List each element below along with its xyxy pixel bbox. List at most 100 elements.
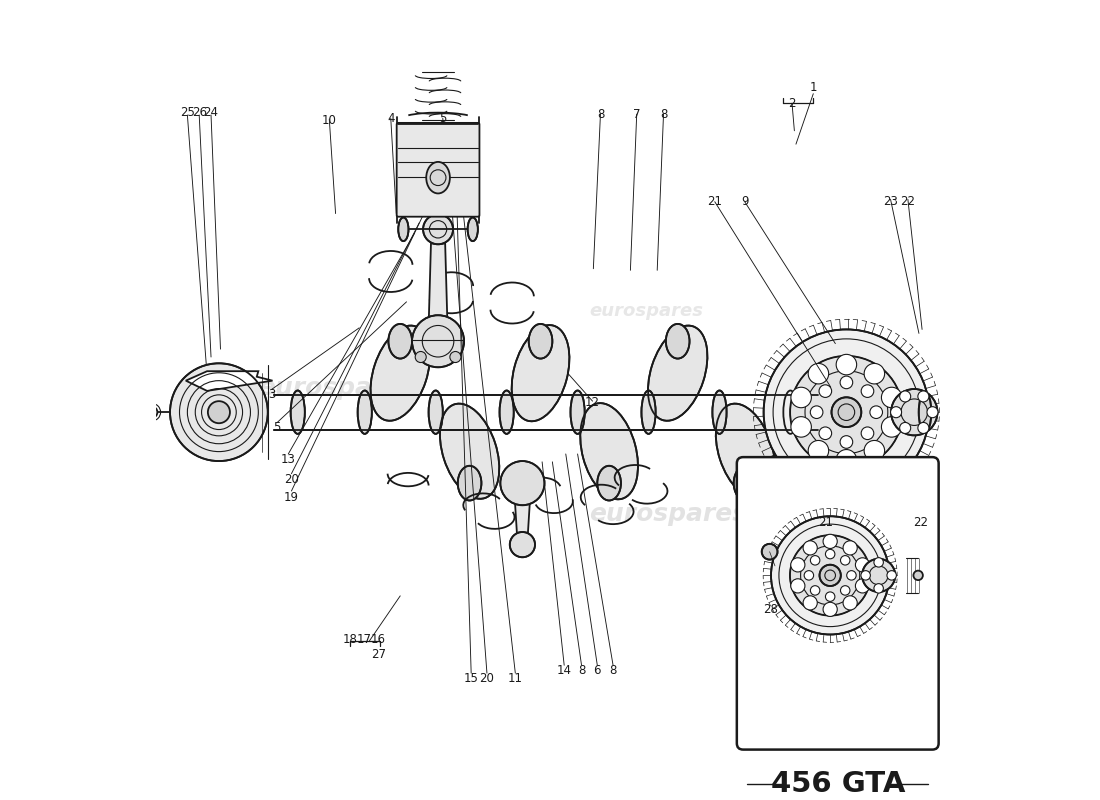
Text: 21: 21: [707, 195, 723, 208]
Ellipse shape: [597, 466, 620, 501]
Text: 22: 22: [913, 516, 928, 529]
Circle shape: [861, 427, 873, 439]
Circle shape: [873, 584, 883, 593]
Circle shape: [832, 398, 861, 427]
Text: 21: 21: [818, 516, 834, 529]
Ellipse shape: [713, 390, 727, 434]
Circle shape: [415, 351, 426, 362]
Text: 8: 8: [578, 664, 585, 678]
Ellipse shape: [529, 324, 552, 358]
Circle shape: [836, 354, 857, 375]
Circle shape: [803, 541, 817, 555]
Text: 15: 15: [464, 672, 478, 685]
Circle shape: [861, 570, 870, 580]
Circle shape: [840, 376, 852, 389]
Circle shape: [840, 586, 850, 595]
Ellipse shape: [458, 466, 482, 501]
Circle shape: [790, 356, 903, 469]
Text: eurospares: eurospares: [590, 502, 748, 526]
Ellipse shape: [398, 218, 408, 241]
Text: 22: 22: [901, 195, 915, 208]
Ellipse shape: [648, 326, 707, 421]
Circle shape: [820, 565, 840, 586]
Ellipse shape: [734, 466, 757, 501]
Circle shape: [971, 438, 979, 445]
Polygon shape: [186, 371, 273, 391]
Circle shape: [823, 534, 837, 549]
Ellipse shape: [468, 218, 477, 241]
Circle shape: [808, 363, 828, 384]
Ellipse shape: [918, 392, 932, 432]
Text: 23: 23: [883, 195, 898, 208]
Circle shape: [900, 391, 911, 402]
Circle shape: [900, 422, 911, 434]
Circle shape: [865, 363, 884, 384]
Ellipse shape: [440, 404, 499, 498]
Circle shape: [500, 461, 544, 506]
Ellipse shape: [426, 162, 450, 194]
Text: 2: 2: [789, 97, 795, 110]
Circle shape: [820, 385, 832, 398]
Circle shape: [804, 570, 814, 580]
Text: 5: 5: [274, 422, 280, 434]
Circle shape: [761, 544, 778, 560]
Text: 8: 8: [609, 664, 617, 678]
Circle shape: [146, 406, 157, 418]
Circle shape: [843, 596, 857, 610]
Text: 7: 7: [632, 109, 640, 122]
Circle shape: [791, 558, 805, 572]
Text: 1: 1: [810, 81, 817, 94]
Ellipse shape: [499, 390, 514, 434]
Text: 5: 5: [439, 113, 447, 126]
Ellipse shape: [429, 390, 443, 434]
Circle shape: [862, 559, 895, 592]
Ellipse shape: [783, 390, 798, 434]
Ellipse shape: [581, 403, 638, 499]
Text: 28: 28: [763, 602, 778, 616]
Text: 26: 26: [191, 106, 207, 119]
Circle shape: [170, 363, 267, 461]
Circle shape: [847, 570, 856, 580]
Circle shape: [208, 401, 230, 423]
Text: 27: 27: [372, 649, 386, 662]
Circle shape: [881, 417, 902, 437]
Text: 20: 20: [284, 474, 299, 486]
Circle shape: [836, 450, 857, 470]
Circle shape: [917, 391, 928, 402]
Circle shape: [808, 441, 828, 461]
Circle shape: [891, 406, 902, 418]
Ellipse shape: [290, 390, 305, 434]
Text: 11: 11: [508, 672, 522, 685]
Circle shape: [424, 214, 453, 244]
Text: 14: 14: [557, 664, 572, 678]
Text: 17: 17: [356, 633, 372, 646]
Circle shape: [840, 555, 850, 565]
Circle shape: [450, 351, 461, 362]
Text: 456 GTA: 456 GTA: [770, 770, 905, 798]
Ellipse shape: [571, 390, 585, 434]
Circle shape: [861, 385, 873, 398]
Circle shape: [856, 558, 870, 572]
Ellipse shape: [371, 326, 430, 421]
Circle shape: [412, 315, 464, 367]
Text: 16: 16: [371, 633, 386, 646]
Text: 24: 24: [204, 106, 219, 119]
Ellipse shape: [388, 324, 412, 358]
Circle shape: [811, 555, 819, 565]
FancyBboxPatch shape: [397, 123, 480, 217]
Circle shape: [843, 541, 857, 555]
Circle shape: [891, 389, 937, 435]
Circle shape: [840, 436, 852, 448]
Text: 25: 25: [180, 106, 195, 119]
Text: eurospares: eurospares: [258, 376, 417, 400]
Text: 19: 19: [284, 491, 299, 504]
Circle shape: [881, 387, 902, 408]
Circle shape: [870, 406, 882, 418]
Circle shape: [811, 406, 823, 418]
Circle shape: [856, 578, 870, 593]
Ellipse shape: [641, 390, 656, 434]
Ellipse shape: [716, 404, 776, 498]
Circle shape: [825, 592, 835, 602]
Text: 4: 4: [387, 113, 395, 126]
Ellipse shape: [358, 390, 372, 434]
